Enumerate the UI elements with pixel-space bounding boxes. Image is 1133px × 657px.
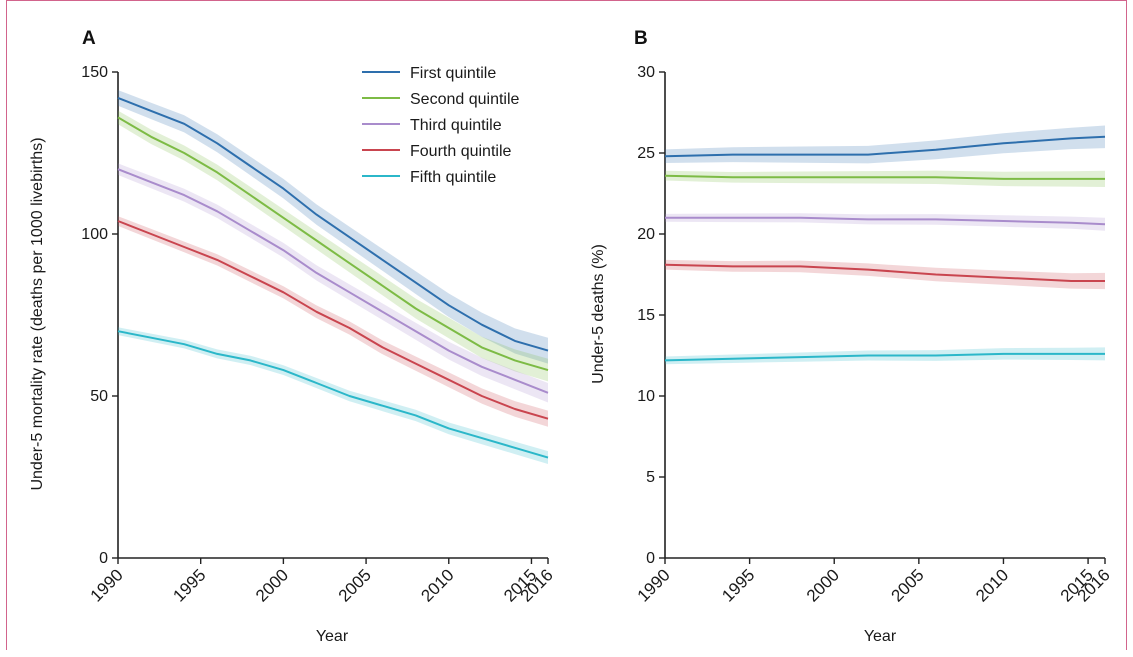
y-tick-label: 5 <box>646 469 655 486</box>
x-tick-label: 2005 <box>335 565 375 605</box>
series-line <box>117 330 549 459</box>
y-tick-label: 50 <box>90 388 108 405</box>
y-tick-label: 25 <box>637 145 655 162</box>
y-tick-label: 15 <box>637 307 655 324</box>
legend: First quintile Second quintile Third quint… <box>362 65 520 186</box>
uncertainty-band <box>118 216 548 427</box>
y-axis-label-b: Under-5 deaths (%) <box>590 244 607 384</box>
x-tick-label: 1990 <box>634 565 674 605</box>
panel-a-label: A <box>82 28 96 49</box>
legend-label: Second quintile <box>410 91 520 108</box>
x-tick-label: 2010 <box>972 565 1012 605</box>
legend-label: Fourth quintile <box>410 143 511 160</box>
series-line <box>117 168 549 394</box>
series-line <box>664 352 1105 362</box>
uncertainty-band <box>665 125 1105 164</box>
series-line <box>664 263 1105 282</box>
series-line <box>665 216 1106 226</box>
x-axis-label-a: Year <box>316 628 349 645</box>
y-tick-label: 100 <box>81 226 108 243</box>
x-tick-label: 1990 <box>87 565 127 605</box>
series-line <box>664 174 1105 180</box>
x-tick-label: 1995 <box>169 565 209 605</box>
y-tick-label: 30 <box>637 64 655 81</box>
x-axis-label-b: Year <box>864 628 897 645</box>
y-tick-label: 10 <box>637 388 655 405</box>
figure-frame <box>6 0 1127 650</box>
x-tick-label: 2010 <box>417 565 457 605</box>
y-axis-label-a: Under-5 mortality rate (deaths per 1000 … <box>29 137 46 490</box>
uncertainty-band <box>665 259 1105 290</box>
y-tick-label: 150 <box>81 64 108 81</box>
legend-label: First quintile <box>410 65 496 82</box>
legend-label: Fifth quintile <box>410 169 496 186</box>
panel-b-label: B <box>634 28 648 49</box>
uncertainty-band <box>665 170 1105 187</box>
legend-label: Third quintile <box>410 117 502 134</box>
y-tick-label: 0 <box>99 550 108 567</box>
uncertainty-band <box>118 327 548 464</box>
x-tick-label: 2000 <box>803 565 843 605</box>
x-tick-label: 2000 <box>252 565 292 605</box>
series-line <box>117 96 549 352</box>
x-tick-label: 1995 <box>718 565 758 605</box>
y-tick-label: 0 <box>646 550 655 567</box>
series-line <box>664 135 1106 158</box>
series-line <box>117 220 549 420</box>
series-line <box>117 116 549 372</box>
y-tick-label: 20 <box>637 226 655 243</box>
x-tick-label: 2005 <box>887 565 927 605</box>
